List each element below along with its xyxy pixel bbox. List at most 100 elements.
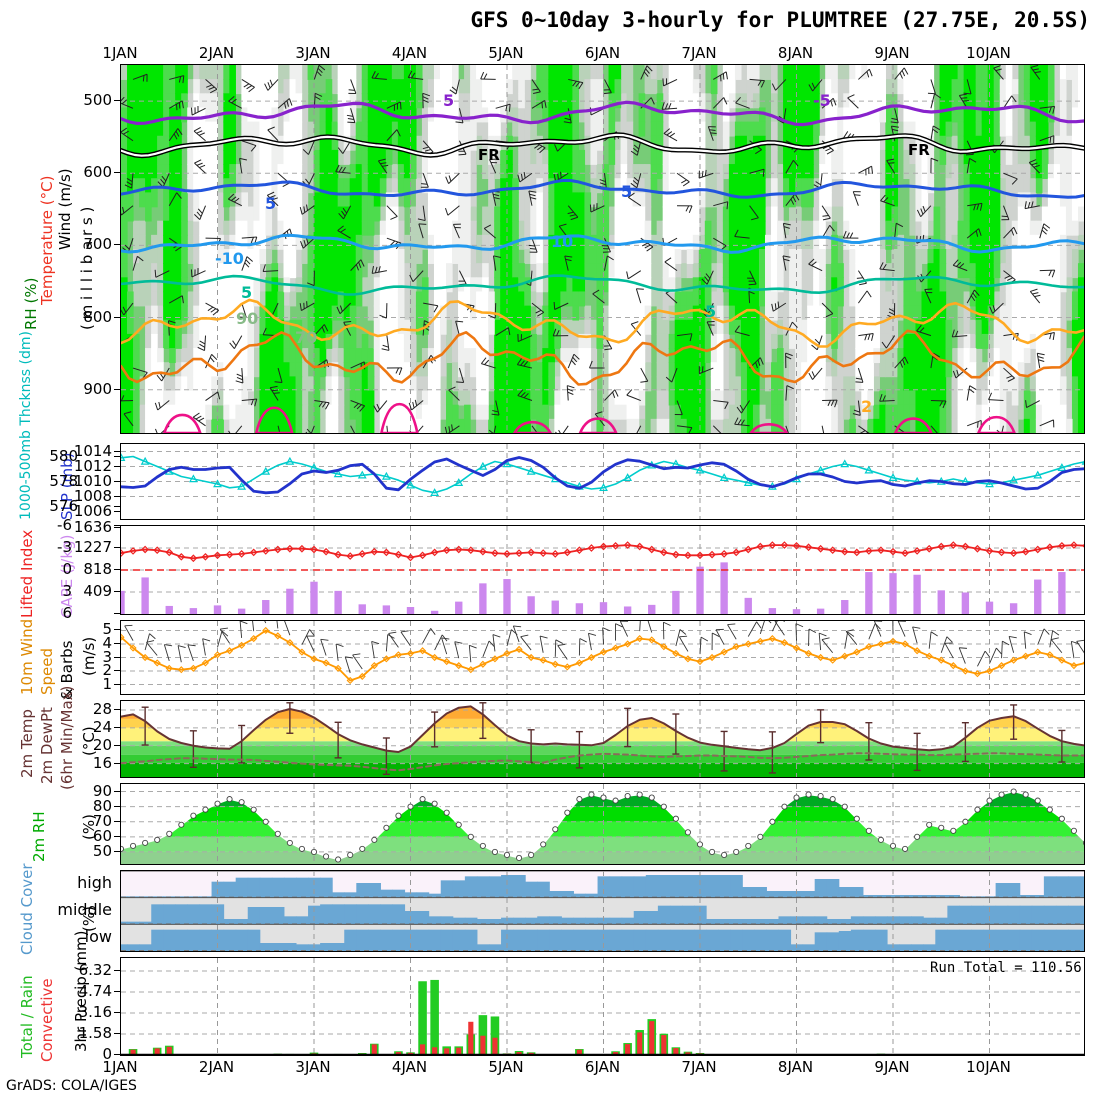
x-tick-top-9jan: 9JAN: [874, 44, 910, 62]
thickness-ytick-578-mark: [114, 480, 120, 482]
main-label-rh: RH (%): [22, 277, 40, 330]
panel-3hr-precip[interactable]: [120, 957, 1085, 1056]
wind-ytick-1-mark: [114, 683, 120, 685]
x-tick-bottom-1jan: 1JAN: [102, 1058, 138, 1076]
wind-ytick-3: 3: [102, 647, 112, 666]
slp-ytick-1012-mark: [114, 465, 120, 467]
x-tick-top-1jan: 1JAN: [102, 44, 138, 62]
x-tick-bottom-3jan: 3JAN: [295, 1058, 331, 1076]
slp-ytick-1006-mark: [114, 510, 120, 512]
contour-label-6: -10: [215, 249, 244, 268]
wind-ytick-4: 4: [102, 633, 112, 652]
wind-ytick-3-mark: [114, 656, 120, 658]
contour-temp-5-blue: [121, 179, 1084, 199]
x-tick-bottom-7jan: 7JAN: [681, 1058, 717, 1076]
thickness-ytick-576: 576: [49, 496, 78, 515]
temp-ytick-28-mark: [114, 708, 120, 710]
wind-ytick-1: 1: [102, 674, 112, 693]
panel-2m-temp-dewpt[interactable]: [120, 700, 1085, 778]
slp-ytick-1012: 1012: [73, 456, 112, 475]
rh-ytick-70-mark: [114, 820, 120, 822]
x-tick-bottom-6jan: 6JAN: [584, 1058, 621, 1076]
panel-cloud-cover[interactable]: [120, 870, 1085, 952]
temp-ytick-28: 28: [92, 699, 112, 718]
rh-high-shading: [121, 65, 1084, 433]
rh-markers: [121, 788, 1084, 863]
lifted-index-markers: [121, 541, 1084, 563]
cape-ytick-1636-mark: [114, 527, 120, 528]
wind-barbs-10m: [121, 621, 1084, 674]
contour-label-3: FR: [908, 141, 930, 159]
panel-slp-thickness[interactable]: [120, 443, 1085, 520]
page-title: GFS 0~10day 3-hourly for PLUMTREE (27.75…: [470, 8, 1090, 32]
lifted-ytick-m6-mark: [114, 525, 120, 526]
contour-temp-15-teal: [121, 274, 1084, 296]
cape-ytick-818: 818: [83, 560, 112, 578]
rh-ytick-70: 70: [92, 811, 112, 830]
contour-temp-20-orange: [121, 298, 1084, 348]
thickness-ytick-576-mark: [114, 505, 120, 507]
contour-geopotential-purple: [121, 100, 1084, 127]
lifted-ytick-3-mark: [114, 591, 120, 592]
slp-ytick-1008-mark: [114, 495, 120, 497]
contour-temp-orange2: [121, 329, 1084, 386]
wind-label-10m-wind: 10m Wind: [18, 618, 36, 695]
contour-label-11: 90: [236, 309, 259, 328]
cloud-bars-low: [121, 929, 1084, 951]
x-tick-bottom-9jan: 9JAN: [874, 1058, 910, 1076]
contour-label-7: 10: [551, 232, 574, 251]
x-tick-top-8jan: 8JAN: [777, 44, 814, 62]
thickness-ytick-578: 578: [49, 471, 78, 490]
precip-ytick-0-mark: [114, 1054, 120, 1055]
lifted-ytick-6-mark: [114, 613, 120, 614]
cape-ytick-409: 409: [83, 582, 112, 600]
slp-ytick-1008: 1008: [73, 486, 112, 505]
panel-2m-rh[interactable]: [120, 783, 1085, 865]
lifted-ytick-m6: -6: [57, 516, 72, 534]
panel-10m-wind[interactable]: [120, 620, 1085, 695]
precip-ytick-6p32: 6.32: [78, 961, 112, 980]
contour-freezing-white: [121, 133, 1084, 157]
lifted-ytick-3: 3: [62, 582, 72, 600]
run-total-label: Run Total = 110.56: [930, 960, 1082, 976]
rh-low-shading: [121, 65, 1084, 433]
lifted-ytick-m3: -3: [57, 538, 72, 556]
wind-ytick-5: 5: [102, 620, 112, 639]
main-ytick-800: 800: [83, 307, 112, 326]
x-tick-bottom-2jan: 2JAN: [198, 1058, 235, 1076]
slp-ytick-1014: 1014: [73, 441, 112, 460]
lifted-ytick-0-mark: [114, 569, 120, 570]
temp-label-2m-temp: 2m Temp: [18, 709, 36, 778]
contour-label-5: 5: [621, 182, 633, 201]
panel-upper-air-wind-temp-rh[interactable]: 5 -5 FR FR 5 5 -10 10 5 5 2 90 70: [120, 64, 1085, 434]
x-tick-top-4jan: 4JAN: [391, 44, 428, 62]
slp-ytick-1006: 1006: [73, 501, 112, 520]
rh-ytick-50-mark: [114, 850, 120, 852]
wind-ytick-2-mark: [114, 670, 120, 672]
contour-temp-25-magenta: [162, 402, 1016, 433]
x-tick-bottom-5jan: 5JAN: [488, 1058, 524, 1076]
x-tick-bottom-10jan: 10JAN: [966, 1058, 1011, 1076]
rh-ytick-60: 60: [92, 826, 112, 845]
main-ytick-500-mark: [114, 100, 120, 102]
thickness-markers: [121, 453, 1084, 496]
temp-ytick-24-mark: [114, 726, 120, 728]
precip-ytick-4p74-mark: [114, 991, 120, 993]
contour-temp-10-ltblue: [121, 233, 1084, 254]
main-ytick-700-mark: [114, 244, 120, 246]
wind-speed-line: [121, 629, 1084, 682]
contour-label-10: 2: [861, 397, 873, 416]
temp-ytick-20-mark: [114, 744, 120, 746]
panel-lifted-index-cape[interactable]: [120, 525, 1085, 615]
rh-ytick-90-mark: [114, 790, 120, 792]
precip-legend-total: Total / Rain: [18, 975, 36, 1058]
lifted-ytick-m3-mark: [114, 547, 120, 548]
slp-ytick-1014-mark: [114, 450, 120, 452]
contour-label-1: -5: [813, 91, 831, 110]
wind-ytick-2: 2: [102, 661, 112, 680]
cloud-row-label-low: low: [84, 926, 112, 946]
slp-line: [121, 456, 1084, 495]
cape-ytick-1636: 1636: [73, 518, 112, 536]
temp-ytick-20: 20: [92, 735, 112, 754]
cloud-row-label-high: high: [77, 873, 112, 893]
